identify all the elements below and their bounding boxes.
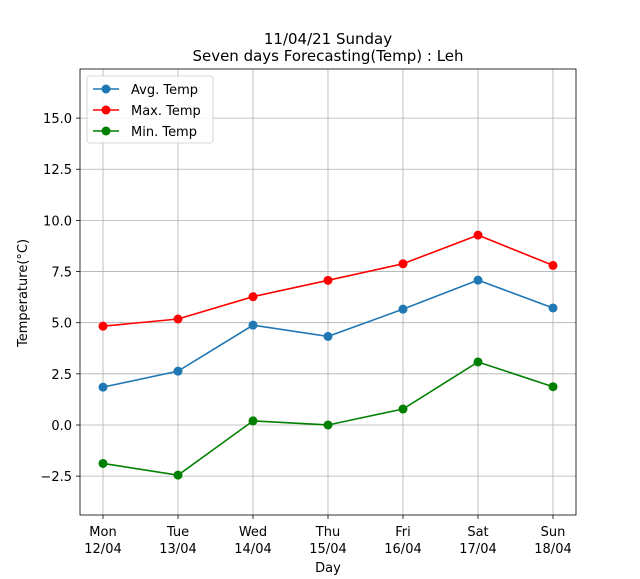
x-tick-label-day: Tue bbox=[166, 525, 189, 540]
data-point bbox=[248, 292, 258, 302]
y-tick-label: 5.0 bbox=[51, 317, 72, 332]
data-point bbox=[98, 458, 108, 468]
data-point bbox=[98, 382, 108, 392]
x-tick-label-date: 16/04 bbox=[384, 542, 421, 557]
data-point bbox=[398, 304, 408, 314]
x-tick-label-day: Sat bbox=[467, 525, 488, 540]
axes: Mon 12/04 Tue 13/04 Wed 14/04 Thu 15/04 Fri 16/04… bbox=[40, 68, 577, 557]
legend-label: Max. Temp bbox=[131, 104, 201, 119]
legend-marker bbox=[101, 105, 111, 115]
x-axis-label: Day bbox=[315, 561, 341, 576]
data-point bbox=[323, 275, 333, 285]
x-tick-label-day: Thu bbox=[315, 525, 340, 540]
x-tick-label-date: 15/04 bbox=[309, 542, 346, 557]
y-tick-label: 12.5 bbox=[43, 163, 72, 178]
data-point bbox=[173, 314, 183, 324]
legend-marker bbox=[101, 84, 111, 94]
y-tick-label: 2.5 bbox=[51, 368, 72, 383]
data-point bbox=[323, 420, 333, 430]
data-point bbox=[473, 357, 483, 367]
y-tick-label: 10.0 bbox=[43, 214, 72, 229]
data-point bbox=[173, 366, 183, 376]
y-axis-label: Temperature(°C) bbox=[16, 239, 31, 348]
legend-label: Min. Temp bbox=[131, 125, 197, 140]
data-point bbox=[473, 230, 483, 240]
legend-label: Avg. Temp bbox=[131, 83, 198, 98]
data-point bbox=[248, 320, 258, 330]
grid-lines bbox=[80, 69, 576, 515]
y-tick-label: 15.0 bbox=[43, 112, 72, 127]
x-tick-label-date: 14/04 bbox=[234, 542, 271, 557]
data-point bbox=[323, 331, 333, 341]
x-tick-label-day: Sun bbox=[541, 525, 566, 540]
x-tick-label-date: 18/04 bbox=[534, 542, 571, 557]
x-tick-label-date: 12/04 bbox=[84, 542, 121, 557]
y-tick-label: 7.5 bbox=[51, 266, 72, 281]
chart-subtitle: Seven days Forecasting(Temp) : Leh bbox=[192, 47, 463, 65]
x-tick-label-date: 17/04 bbox=[459, 542, 496, 557]
chart-title: 11/04/21 Sunday bbox=[264, 30, 392, 48]
data-point bbox=[98, 321, 108, 331]
y-tick-label: −2.5 bbox=[40, 470, 72, 485]
x-tick-label-day: Mon bbox=[89, 525, 116, 540]
data-point bbox=[173, 470, 183, 480]
x-tick-label-day: Fri bbox=[395, 525, 411, 540]
data-point bbox=[548, 260, 558, 270]
legend: Avg. Temp Max. Temp Min. Temp bbox=[86, 75, 214, 144]
legend-marker bbox=[101, 126, 111, 136]
series-group bbox=[98, 230, 558, 480]
data-point bbox=[398, 404, 408, 414]
legend-box bbox=[86, 75, 214, 144]
data-point bbox=[248, 416, 258, 426]
x-tick-label-day: Wed bbox=[239, 525, 267, 540]
data-point bbox=[548, 303, 558, 313]
x-tick-label-date: 13/04 bbox=[159, 542, 196, 557]
data-point bbox=[473, 275, 483, 285]
y-tick-label: 0.0 bbox=[51, 419, 72, 434]
data-point bbox=[548, 382, 558, 392]
data-point bbox=[398, 259, 408, 269]
